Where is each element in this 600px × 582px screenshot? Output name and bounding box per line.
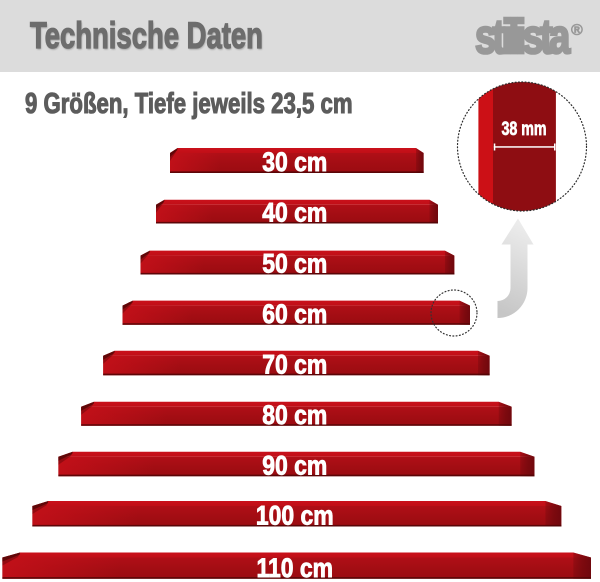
svg-text:70 cm: 70 cm (262, 350, 327, 380)
svg-text:90 cm: 90 cm (262, 451, 327, 481)
svg-text:40 cm: 40 cm (262, 198, 327, 228)
svg-text:50 cm: 50 cm (262, 249, 327, 279)
svg-text:38 mm: 38 mm (501, 118, 546, 139)
svg-text:80 cm: 80 cm (262, 400, 327, 430)
svg-text:110 cm: 110 cm (257, 553, 334, 582)
svg-text:100 cm: 100 cm (256, 501, 334, 531)
svg-text:30 cm: 30 cm (262, 147, 327, 177)
svg-text:60 cm: 60 cm (262, 299, 327, 329)
